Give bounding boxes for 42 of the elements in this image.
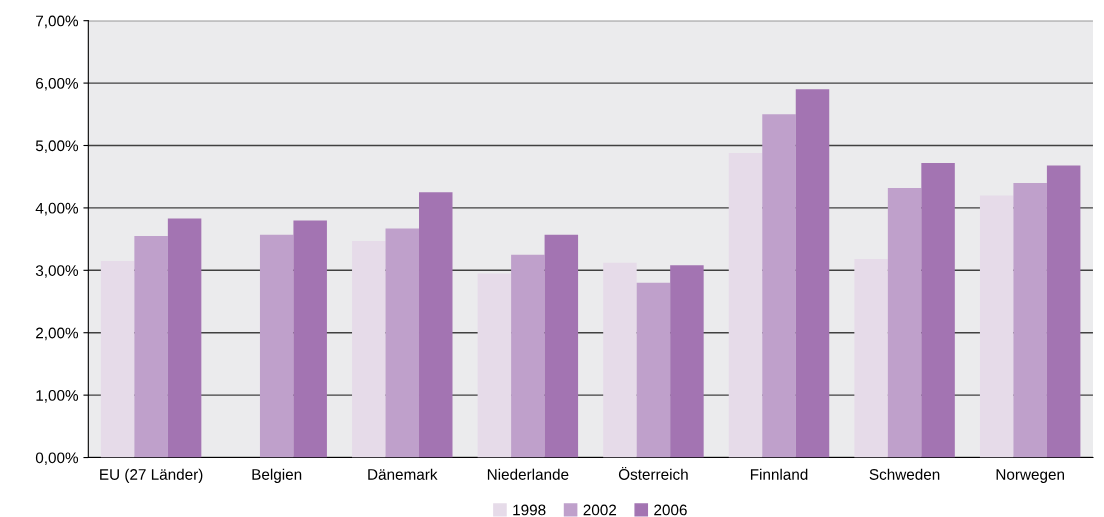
- y-tick-label: 7,00%: [36, 15, 79, 29]
- bar: [795, 89, 830, 458]
- x-tick-label: Österreich: [618, 466, 688, 480]
- bar: [419, 192, 453, 458]
- bar: [979, 195, 1014, 458]
- y-tick-label: 4,00%: [35, 202, 79, 216]
- y-tick-label: 0,00%: [35, 452, 79, 466]
- bar: [887, 187, 922, 458]
- bar: [385, 228, 420, 458]
- bar: [603, 262, 637, 458]
- x-tick-label: Belgien: [252, 468, 302, 483]
- bar: [167, 218, 202, 458]
- x-tick-label: Dänemark: [368, 468, 438, 480]
- bar: [670, 265, 704, 458]
- x-tick-label: EU (27 Länder): [100, 468, 203, 483]
- legend-label: 1998: [513, 504, 546, 516]
- bar: [259, 234, 294, 458]
- legend-label: 2002: [583, 504, 617, 516]
- y-tick-label: 5,00%: [35, 140, 79, 153]
- x-tick-label: Norwegen: [996, 469, 1064, 483]
- bar: [1013, 182, 1047, 458]
- bar: [511, 254, 545, 458]
- y-tick-label: 3,00%: [35, 265, 79, 278]
- bar: [293, 220, 327, 458]
- bar: [1046, 165, 1081, 458]
- bar: [544, 234, 579, 458]
- y-tick-label: 2,00%: [36, 327, 79, 341]
- bar: [477, 273, 512, 458]
- x-tick-label: Niederlande: [487, 468, 569, 480]
- bar: [134, 235, 168, 458]
- x-tick-label: Schweden: [869, 468, 940, 480]
- bar: [921, 162, 955, 458]
- legend-label: 2006: [654, 504, 687, 516]
- y-tick-label: 6,00%: [36, 77, 79, 91]
- bar: [854, 259, 888, 458]
- bar: [100, 260, 135, 458]
- bar: [352, 240, 386, 458]
- bar: [728, 152, 763, 458]
- bar: [762, 114, 796, 458]
- x-tick-label: Finnland: [750, 468, 808, 480]
- y-tick-label: 1,00%: [36, 390, 79, 403]
- bar: [636, 282, 671, 458]
